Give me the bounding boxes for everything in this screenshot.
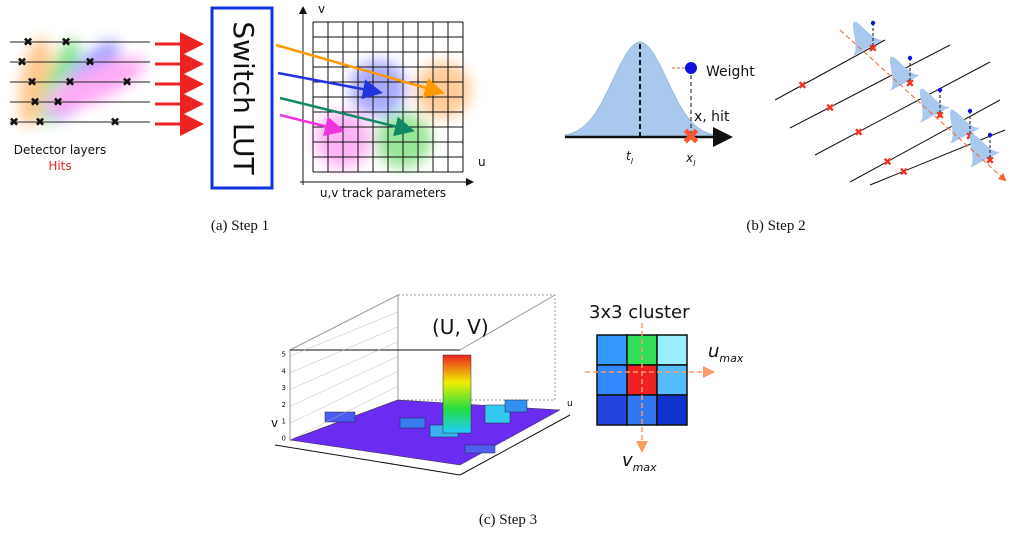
input-arrows [155, 44, 198, 124]
v-max: vmax [622, 450, 657, 474]
weight-dot [968, 109, 972, 113]
svg-text:✖: ✖ [23, 35, 33, 49]
axis-u: u [567, 399, 573, 409]
svg-text:✖: ✖ [110, 115, 120, 129]
detector-label: Detector layers [14, 143, 106, 157]
weight-dot [988, 133, 992, 137]
caption: (c) Step 3 [479, 512, 537, 528]
z-tick-label: 1 [282, 418, 286, 426]
peak-label: (U, V) [432, 315, 489, 339]
svg-text:✖: ✖ [9, 115, 19, 129]
t-sub: l [631, 157, 634, 166]
step2: ✖ Weight x, hit tl xl ✖✖✖✖✖✖✖✖✖✖ (b) Ste… [565, 14, 1005, 234]
hits-label: Hits [48, 159, 71, 173]
hit-mark: ✖ [905, 77, 914, 90]
track-layers: ✖✖✖✖✖✖✖✖✖✖ [775, 14, 1005, 185]
caption: (b) Step 2 [746, 218, 805, 234]
caption: (a) Step 1 [211, 218, 269, 234]
t-label: tl [626, 149, 634, 166]
v-main: v [622, 450, 633, 471]
z-tick-label: 4 [282, 367, 287, 375]
hit-mark: ✖ [899, 165, 908, 178]
weight-dot [685, 62, 697, 74]
u-max: umax [708, 341, 744, 365]
axis-v: v [271, 416, 278, 430]
weight-dot [938, 88, 942, 92]
svg-text:✖: ✖ [53, 95, 63, 109]
z-tick-label: 5 [282, 351, 286, 359]
hit-mark: ✖ [935, 109, 944, 122]
peak-bar [443, 355, 471, 433]
hit-mark: ✖ [825, 101, 834, 114]
svg-text:✖: ✖ [27, 75, 37, 89]
z-grid-line [290, 356, 398, 406]
weight-label: Weight [706, 64, 755, 80]
svg-text:✖: ✖ [30, 95, 40, 109]
figure: ✖✖✖✖✖✖✖✖✖✖✖✖ Detector layers Hits Switch… [0, 0, 1017, 535]
weight-dot [908, 56, 912, 60]
z-grid-line [290, 312, 398, 356]
hit-mark: ✖ [985, 154, 994, 167]
hit-mark: ✖ [682, 125, 700, 150]
x-sub: l [693, 159, 696, 168]
svg-text:✖: ✖ [61, 35, 71, 49]
v-sub: max [633, 461, 657, 474]
hit-mark: ✖ [854, 126, 863, 139]
svg-text:✖: ✖ [65, 75, 75, 89]
lut-label: Switch LUT [227, 21, 260, 175]
step1: ✖✖✖✖✖✖✖✖✖✖✖✖ Detector layers Hits Switch… [9, 2, 486, 234]
axis-v: v [318, 2, 325, 16]
hit-mark: ✖ [798, 79, 807, 92]
back-wall [398, 295, 555, 400]
x-label: x, hit [694, 109, 730, 125]
svg-text:✖: ✖ [35, 115, 45, 129]
u-main: u [708, 341, 719, 362]
svg-text:✖: ✖ [85, 55, 95, 69]
x-hit-label: xl [685, 151, 696, 168]
cluster-label: 3x3 cluster [589, 302, 690, 323]
hit-mark: ✖ [883, 156, 892, 169]
z-tick-label: 0 [282, 435, 286, 443]
param-label: u,v track parameters [320, 186, 446, 200]
axis-u: u [478, 155, 486, 169]
z-tick-label: 2 [282, 401, 286, 409]
weight-dot [871, 21, 875, 25]
z-tick-label: 3 [282, 384, 286, 392]
svg-text:✖: ✖ [17, 55, 27, 69]
z-grid-line [290, 342, 398, 390]
hit-mark: ✖ [868, 42, 877, 55]
svg-text:✖: ✖ [122, 75, 132, 89]
u-sub: max [719, 352, 743, 365]
